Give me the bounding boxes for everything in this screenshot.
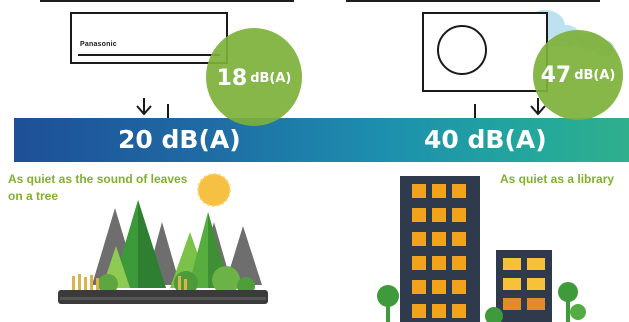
sun-icon xyxy=(198,174,230,206)
indoor-unit-brand: Panasonic xyxy=(80,41,117,48)
outdoor-noise-value: 47 xyxy=(540,62,572,88)
scale-label-left: 20 dB(A) xyxy=(118,125,241,154)
outdoor-noise-unit: dB(A) xyxy=(574,67,616,83)
indoor-noise-unit: dB(A) xyxy=(250,70,292,86)
outdoor-noise-bubble: 47 dB(A) xyxy=(533,30,623,120)
scale-label-right: 40 dB(A) xyxy=(424,125,547,154)
indoor-noise-value: 18 xyxy=(216,65,248,91)
top-divider-right xyxy=(346,0,600,2)
tall-building-icon xyxy=(400,176,480,322)
noise-scale-band xyxy=(14,118,629,162)
top-divider-left xyxy=(40,0,294,2)
indoor-noise-bubble: 18 dB(A) xyxy=(206,28,302,126)
arrow-head-left-icon xyxy=(136,105,152,116)
fan-icon xyxy=(437,25,487,75)
indoor-unit-icon: Panasonic xyxy=(70,12,228,64)
caption-left: As quiet as the sound of leaves on a tre… xyxy=(8,172,188,203)
arrow-head-right-icon xyxy=(530,105,546,116)
caption-right: As quiet as a library xyxy=(500,172,615,186)
small-building-icon xyxy=(496,250,552,322)
outdoor-unit-icon xyxy=(422,12,548,92)
